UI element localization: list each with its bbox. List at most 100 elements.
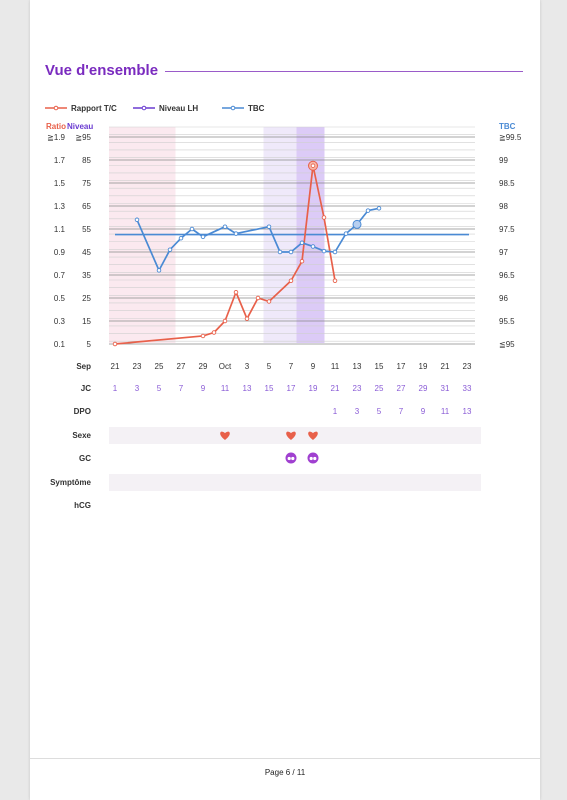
jc-tick-label: 29 [419,384,428,393]
day-tick-label: 15 [375,362,384,371]
tbc-tick-label: 99 [499,156,508,165]
jc-tick-label: 33 [463,384,472,393]
legend-label-lh: Niveau LH [159,104,198,113]
dpo-tick-label: 9 [421,407,426,416]
day-tick-label: Oct [219,362,232,371]
series-point-ratio [321,215,327,220]
day-tick-label: 19 [419,362,428,371]
dpo-tick-label: 11 [441,407,450,416]
jc-tick-label: 15 [265,384,274,393]
niveau-tick-label: 35 [82,271,91,280]
jc-tick-label: 31 [441,384,450,393]
dpo-tick-label: 5 [377,407,382,416]
day-tick-label: 17 [397,362,406,371]
jc-tick-label: 7 [179,384,184,393]
ratio-tick-label: 1.7 [54,156,66,165]
ratio-tick-label: 1.5 [54,179,66,188]
niveau-tick-label: 75 [82,179,91,188]
tbc-tick-label: 96.5 [499,271,515,280]
tbc-tick-label: 95.5 [499,317,515,326]
temp-shift-marker [352,219,362,229]
series-point-tbc [332,249,338,255]
series-point-tbc [178,235,184,241]
legend-label-tbc: TBC [248,104,265,113]
day-tick-label: 5 [267,362,272,371]
legend-marker-ratio [53,105,59,111]
series-point-ratio [266,299,272,304]
day-tick-label: 9 [311,362,316,371]
series-point-tbc [365,208,371,213]
niveau-tick-label: 25 [82,294,91,303]
tbc-tick-label: 97 [499,248,508,257]
niveau-tick-label: 5 [87,340,92,349]
series-point-tbc [189,226,195,232]
jc-tick-label: 27 [397,384,406,393]
dpo-tick-label: 7 [399,407,404,416]
legend-marker-tbc [230,105,236,111]
heart-icon [220,431,230,440]
cervical-fluid-icon [307,452,319,464]
series-point-tbc [310,244,316,249]
jc-tick-label: 19 [309,384,318,393]
series-point-ratio [112,341,118,347]
series-point-tbc [167,247,173,252]
series-point-ratio [299,258,305,264]
peak-marker-center [310,163,316,168]
title-divider [165,71,523,72]
series-point-tbc [288,249,294,255]
cervical-fluid-icon-dot [313,456,317,461]
series-point-ratio [244,316,250,321]
legend-label-ratio: Rapport T/C [71,104,117,113]
jc-tick-label: 3 [135,384,140,393]
series-point-tbc [200,234,206,240]
series-point-ratio [332,278,338,284]
dpo-tick-label: 13 [463,407,472,416]
day-tick-label: 27 [177,362,186,371]
niveau-tick-label: 85 [82,156,91,165]
jc-tick-label: 1 [113,384,118,393]
day-tick-label: 11 [331,362,340,371]
tbc-tick-label: 97.5 [499,225,515,234]
day-tick-label: 21 [441,362,450,371]
day-tick-label: 13 [353,362,362,371]
ratio-tick-label: 1.1 [54,225,66,234]
ratio-tick-label: 0.3 [54,317,66,326]
ratio-tick-label: 1.3 [54,202,66,211]
page-number: Page 6 / 11 [264,768,306,777]
jc-tick-label: 25 [375,384,384,393]
jc-tick-label: 23 [353,384,362,393]
tbc-tick-label: ≦95 [499,340,515,349]
ratio-tick-label: 0.5 [54,294,66,303]
heart-icon [286,431,296,440]
day-tick-label: 29 [199,362,208,371]
page-title: Vue d'ensemble [45,62,159,79]
jc-tick-label: 5 [157,384,162,393]
series-point-tbc [299,240,305,246]
series-point-tbc [134,217,140,223]
series-point-ratio [222,318,228,324]
series-point-tbc [376,206,382,211]
jc-tick-label: 11 [221,384,230,393]
niveau-tick-label: 15 [82,317,91,326]
series-point-ratio [233,290,239,295]
day-tick-label: 23 [133,362,142,371]
row-label-jc: JC [81,384,91,393]
ratio-tick-label: 0.7 [54,271,66,280]
ratio-tick-label: 0.9 [54,248,66,257]
day-tick-label: 23 [463,362,472,371]
row-label-gc: GC [79,454,91,463]
niveau-tick-label: 45 [82,248,91,257]
row-band-symptom [109,474,481,491]
tbc-tick-label: 98 [499,202,508,211]
cervical-fluid-icon-dot [291,456,295,461]
day-tick-label: 21 [111,362,120,371]
series-point-tbc [222,224,228,229]
jc-tick-label: 21 [331,384,340,393]
row-label-symptom: Symptôme [50,478,91,487]
row-label-sex: Sexe [72,431,91,440]
series-point-tbc [277,249,283,255]
day-tick-label: 7 [289,362,294,371]
dpo-tick-label: 3 [355,407,360,416]
axis-header-tbc: TBC [499,122,516,131]
